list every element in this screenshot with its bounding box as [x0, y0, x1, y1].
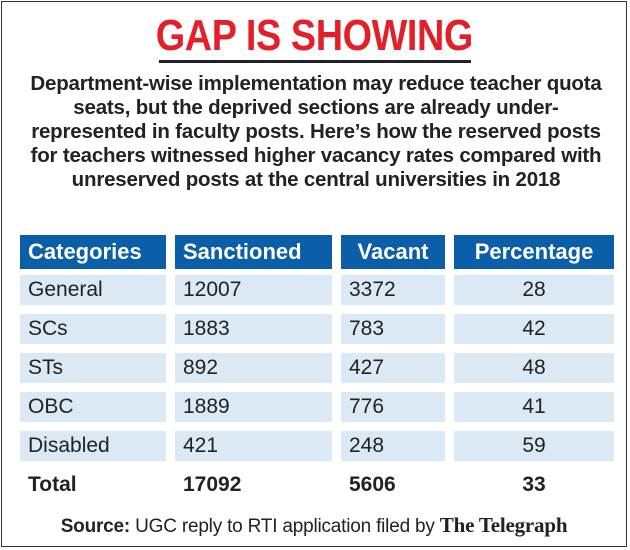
total-label-cell: Total [28, 473, 77, 496]
table-total-row: Total 17092 5606 33 [20, 470, 614, 500]
category-cell: OBC [20, 392, 166, 422]
percentage-cell: 28 [454, 275, 614, 305]
column-header-categories: Categories [20, 235, 166, 269]
source-label: Source: [60, 516, 131, 537]
category-cell: STs [20, 353, 166, 383]
category-cell: Disabled [20, 431, 166, 461]
table-row: OBC 1889 776 41 [20, 392, 614, 422]
column-header-sanctioned: Sanctioned [175, 235, 332, 269]
total-vacant-cell: 5606 [349, 473, 396, 496]
table-row: Disabled 421 248 59 [20, 431, 614, 461]
total-percentage-cell: 33 [522, 473, 546, 496]
vacant-cell: 783 [341, 314, 445, 344]
percentage-cell: 59 [454, 431, 614, 461]
source-line: Source: UGC reply to RTI application fil… [2, 513, 626, 538]
table-row: SCs 1883 783 42 [20, 314, 614, 344]
vacant-cell: 3372 [341, 275, 445, 305]
vacant-cell: 248 [341, 431, 445, 461]
vacant-cell: 776 [341, 392, 445, 422]
percentage-cell: 41 [454, 392, 614, 422]
category-cell: General [20, 275, 166, 305]
table-row: STs 892 427 48 [20, 353, 614, 383]
chart-title: GAP IS SHOWING [155, 11, 473, 60]
title-underline [159, 60, 471, 63]
total-sanctioned-cell: 17092 [183, 473, 242, 496]
intro-text: Department-wise implementation may reduc… [30, 72, 602, 191]
column-header-percentage: Percentage [454, 235, 614, 269]
publisher-brand: The Telegraph [439, 513, 568, 537]
sanctioned-cell: 12007 [175, 275, 332, 305]
title-container: GAP IS SHOWING [2, 10, 626, 62]
table-row: General 12007 3372 28 [20, 275, 614, 305]
vacant-cell: 427 [341, 353, 445, 383]
source-text: UGC reply to RTI application filed by [135, 516, 435, 537]
data-table: Categories Sanctioned Vacant Percentage … [20, 235, 614, 500]
table-header-row: Categories Sanctioned Vacant Percentage [20, 235, 614, 269]
sanctioned-cell: 1883 [175, 314, 332, 344]
sanctioned-cell: 421 [175, 431, 332, 461]
sanctioned-cell: 1889 [175, 392, 332, 422]
category-cell: SCs [20, 314, 166, 344]
column-header-vacant: Vacant [341, 235, 445, 269]
sanctioned-cell: 892 [175, 353, 332, 383]
percentage-cell: 42 [454, 314, 614, 344]
percentage-cell: 48 [454, 353, 614, 383]
